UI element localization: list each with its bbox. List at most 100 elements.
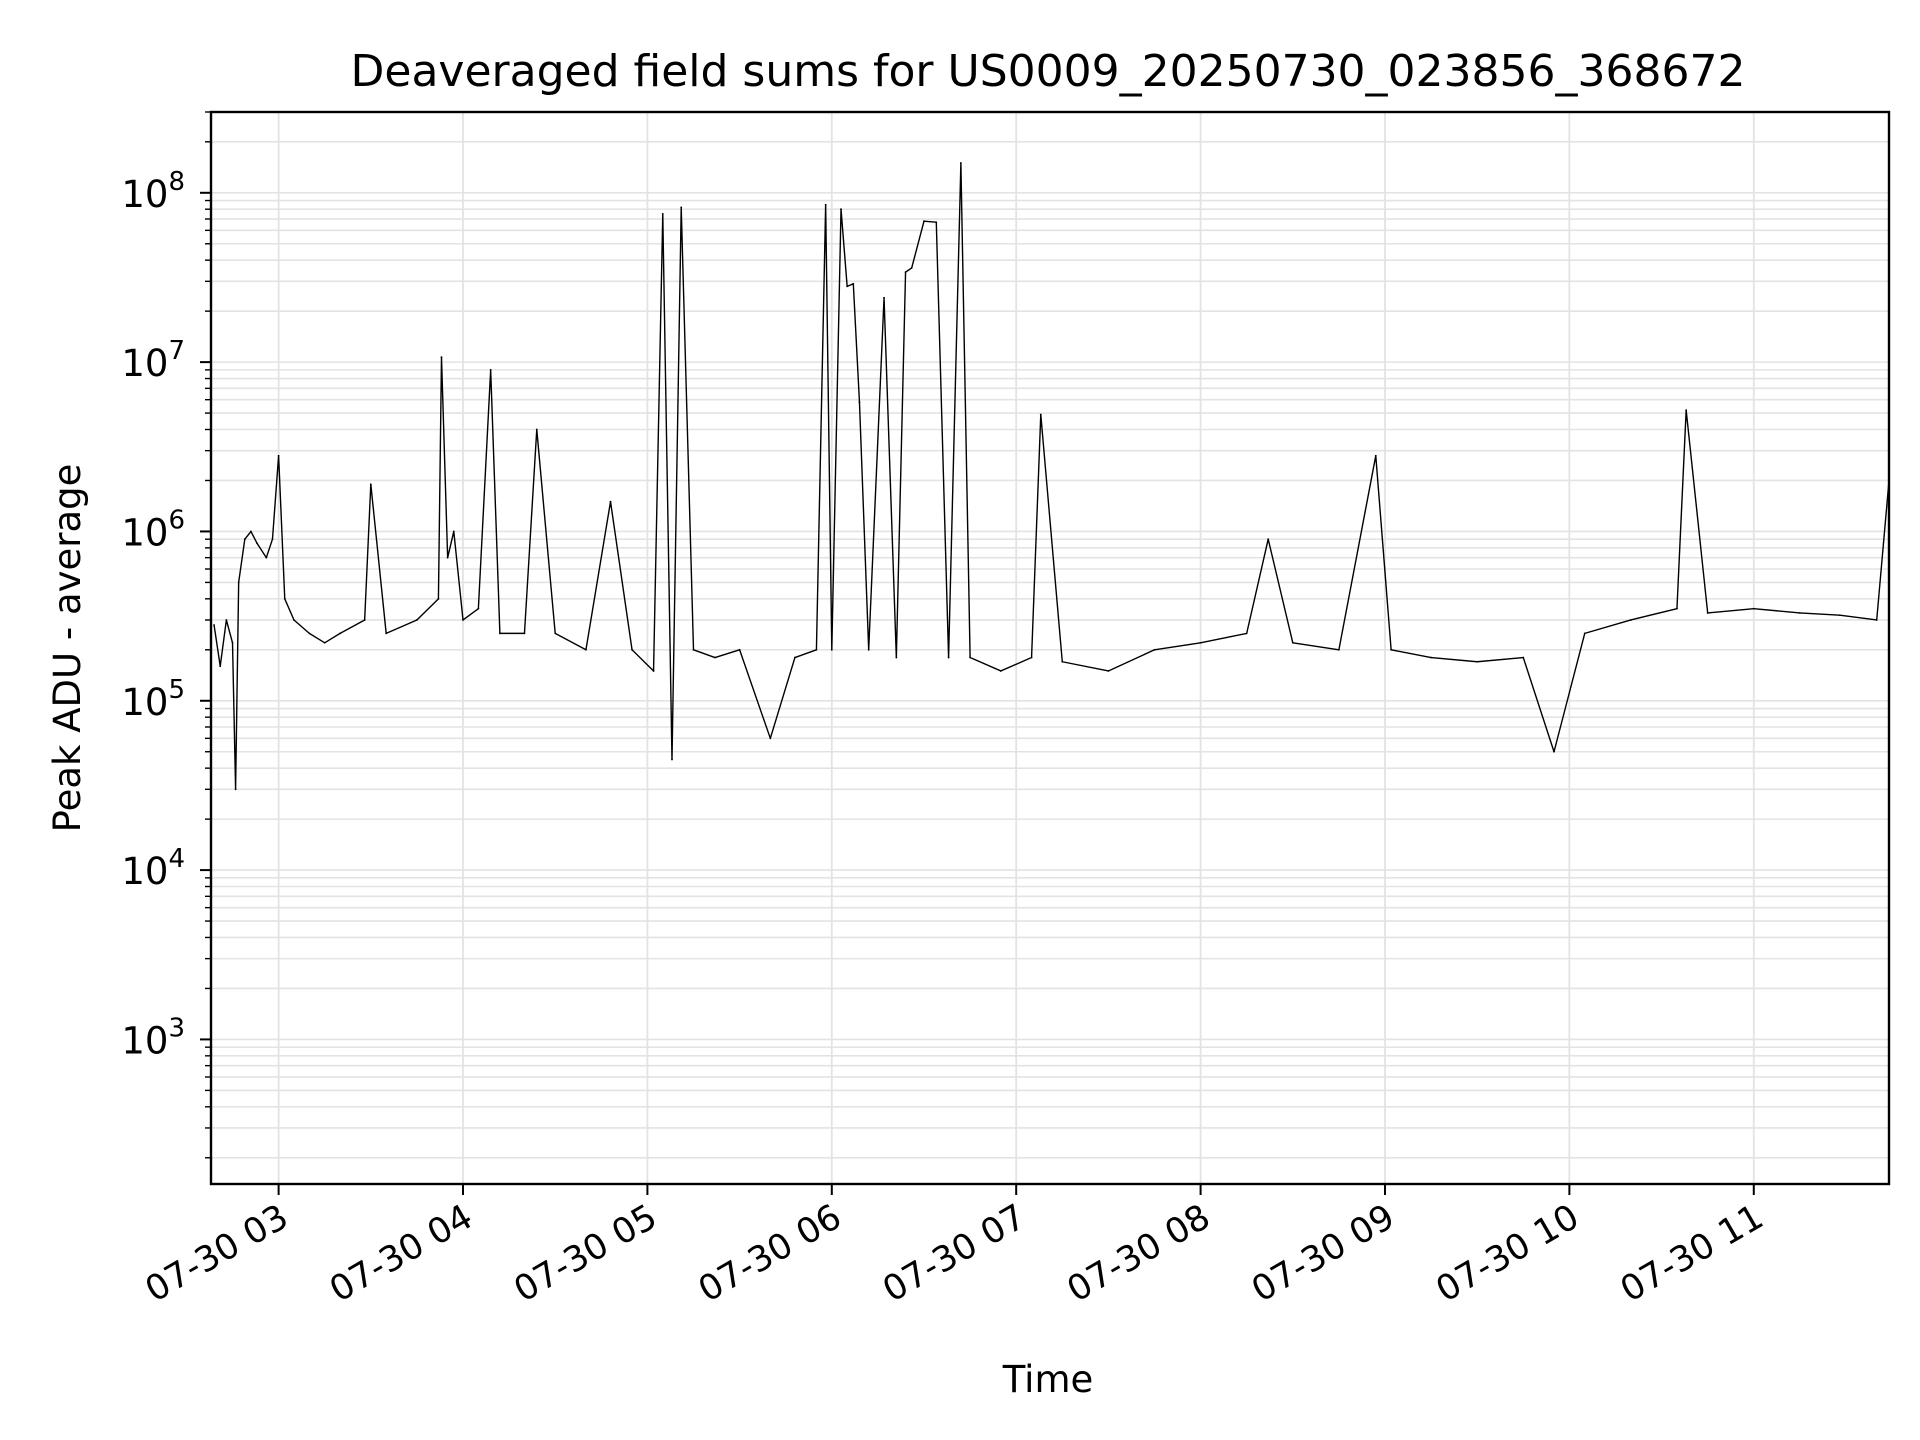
data-point bbox=[671, 758, 673, 761]
data-point bbox=[631, 648, 633, 651]
data-point bbox=[440, 356, 443, 359]
data-point bbox=[1291, 641, 1294, 644]
data-point bbox=[243, 538, 246, 541]
data-point bbox=[692, 648, 695, 651]
data-point bbox=[1752, 607, 1755, 610]
chart-title: Deaveraged field sums for US0009_2025073… bbox=[351, 46, 1746, 97]
data-point bbox=[858, 401, 861, 404]
data-point bbox=[1039, 413, 1042, 416]
data-point bbox=[477, 607, 480, 610]
data-point bbox=[1476, 660, 1479, 663]
data-point bbox=[969, 656, 971, 659]
data-point bbox=[769, 737, 772, 740]
data-point bbox=[999, 670, 1002, 672]
data-point bbox=[824, 203, 827, 206]
y-axis-title: Peak ADU - average bbox=[46, 464, 89, 833]
data-point bbox=[523, 632, 526, 635]
data-point bbox=[1030, 656, 1033, 659]
data-point bbox=[910, 267, 913, 269]
y-tick-label: 108 bbox=[121, 167, 185, 216]
y-tick-label: 107 bbox=[121, 336, 185, 385]
x-tick-label: 07-30 03 bbox=[139, 1197, 295, 1310]
data-point bbox=[1374, 454, 1377, 457]
x-tick-label: 07-30 07 bbox=[876, 1197, 1032, 1310]
data-point bbox=[1875, 619, 1878, 621]
x-axis-title: Time bbox=[1002, 1358, 1094, 1401]
data-point bbox=[283, 597, 286, 600]
plot-area bbox=[213, 162, 1915, 791]
data-point bbox=[935, 221, 938, 224]
data-point bbox=[852, 282, 855, 285]
data-point bbox=[867, 648, 870, 651]
data-point bbox=[554, 632, 557, 635]
x-axis: 07-30 03 07-30 04 07-30 05 07-30 06 07-30 07… bbox=[139, 1184, 1770, 1310]
data-point bbox=[846, 285, 849, 288]
data-point bbox=[277, 454, 280, 457]
data-point bbox=[1390, 648, 1393, 651]
data-point bbox=[385, 632, 388, 635]
data-point bbox=[446, 556, 449, 559]
data-point bbox=[416, 619, 418, 621]
data-point bbox=[250, 530, 252, 533]
data-point bbox=[1245, 632, 1248, 635]
data-point bbox=[437, 597, 440, 600]
data-point bbox=[535, 428, 538, 431]
data-point bbox=[213, 624, 215, 626]
y-tick-label: 103 bbox=[121, 1013, 185, 1062]
x-tick-label: 07-30 04 bbox=[323, 1197, 479, 1310]
data-point bbox=[904, 271, 907, 274]
data-point bbox=[738, 648, 741, 651]
plot-frame bbox=[209, 110, 1891, 1186]
data-point bbox=[1522, 656, 1525, 659]
grid-lines bbox=[211, 111, 1889, 1184]
data-point bbox=[323, 641, 326, 644]
data-point bbox=[452, 530, 455, 533]
x-tick-label: 07-30 11 bbox=[1614, 1197, 1770, 1310]
data-point bbox=[895, 656, 898, 659]
data-point bbox=[308, 632, 311, 635]
data-point bbox=[1798, 612, 1801, 614]
data-point bbox=[1913, 619, 1915, 621]
data-point bbox=[609, 500, 612, 503]
data-point bbox=[1199, 641, 1202, 644]
data-point bbox=[1337, 648, 1340, 651]
data-point bbox=[714, 656, 716, 659]
y-tick-label: 104 bbox=[121, 844, 185, 893]
x-tick-label: 07-30 10 bbox=[1430, 1197, 1586, 1310]
data-point bbox=[947, 656, 950, 659]
y-tick-label: 105 bbox=[121, 675, 185, 724]
data-point bbox=[265, 556, 268, 559]
data-point bbox=[1685, 409, 1688, 412]
y-tick-label: 106 bbox=[121, 505, 185, 554]
x-tick-label: 07-30 09 bbox=[1245, 1197, 1401, 1310]
data-point bbox=[661, 213, 664, 215]
data-point bbox=[652, 670, 655, 672]
data-point bbox=[234, 788, 237, 791]
data-point bbox=[959, 162, 962, 164]
data-point bbox=[1267, 538, 1270, 541]
series-line bbox=[213, 162, 1889, 790]
data-point bbox=[883, 296, 885, 299]
data-point bbox=[585, 648, 587, 651]
data-point bbox=[1629, 619, 1632, 621]
data-point bbox=[923, 220, 925, 223]
data-point bbox=[225, 619, 228, 621]
data-point bbox=[489, 368, 492, 371]
data-point bbox=[271, 538, 274, 541]
data-point bbox=[1430, 656, 1432, 659]
data-point bbox=[369, 483, 372, 486]
data-point bbox=[219, 665, 222, 668]
data-point bbox=[815, 648, 818, 651]
data-point bbox=[462, 619, 464, 621]
data-point bbox=[840, 208, 842, 211]
data-point bbox=[363, 619, 366, 621]
data-point bbox=[794, 656, 796, 659]
data-point bbox=[1706, 612, 1709, 614]
data-point bbox=[237, 581, 240, 584]
data-point bbox=[680, 206, 683, 209]
data-point bbox=[1838, 614, 1841, 617]
data-point bbox=[256, 542, 258, 545]
data-point bbox=[1553, 750, 1555, 753]
